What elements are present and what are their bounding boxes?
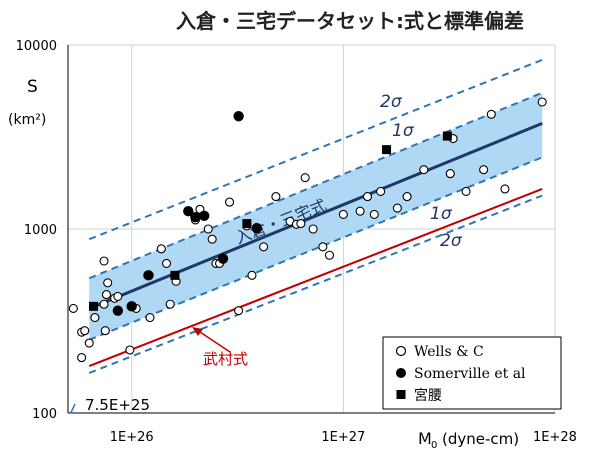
y-tick-label-1: 1000 [24,223,57,238]
x-axis-label-subscript: 0 [431,440,437,450]
series-0-point-27 [234,306,244,316]
legend-label-somerville: Somerville et al [414,366,526,382]
takemura-arrow-head [192,327,203,336]
series-0-point-50 [479,165,489,175]
series-0-point-43 [376,186,386,196]
series-0-point-16 [156,244,166,254]
series-0-point-29 [247,270,257,280]
series-0-point-35 [300,173,310,183]
y-axis-unit: (km²) [8,112,46,128]
series-0-point-18 [165,299,175,309]
series-0-point-38 [324,250,335,260]
legend-box [382,336,562,410]
legend: Wells & C Somerville et al 宮腰 [382,336,562,410]
annotation-label-minus2: 2σ [440,231,463,251]
series-1-point-5 [198,210,210,221]
series-0-point-11 [100,326,110,336]
y-tick-label-2: 10000 [16,39,57,54]
series-0-point-46 [419,165,429,175]
legend-label-miyakoshi: 宮腰 [414,388,442,404]
line-minus_2sigma [88,194,543,374]
series-0-point-17 [161,258,172,268]
annotation-label-minus1: 1σ [430,204,453,224]
series-0-point-42 [369,209,379,219]
line-plus_1sigma [88,91,543,280]
annotation-label-takemura: 武村式 [203,350,248,368]
x-axis-label: M 0 (dyne-cm) [418,429,519,450]
chart-title: 入倉・三宅データセット:式と標準偏差 [176,9,524,33]
takemura-arrow-line [196,329,231,353]
series-0-point-48 [461,186,471,196]
series-0-point-8 [103,278,113,288]
x-axis-label-unit: (dyne-cm) [442,430,519,448]
series-0-point-44 [392,203,402,213]
series-2-point-3 [382,145,392,155]
series-1-point-3 [183,205,194,217]
line-minus_1sigma [88,156,543,341]
series-0-point-3 [84,338,94,348]
line-ref_line [70,403,76,414]
x-tick-label-2: 1E+28 [533,430,577,445]
series-0-point-2 [80,326,90,336]
series-1-point-6 [217,253,229,264]
series-0-point-39 [338,209,348,219]
x-tick-label-0: 1E+26 [110,430,154,445]
annotation-label-ref: 7.5E+25 [85,396,150,414]
series-0-point-6 [99,299,109,309]
series-0-point-51 [486,109,496,119]
y-axis-label: S [27,77,38,97]
series-2-point-0 [89,301,99,311]
series-0-point-26 [225,197,235,207]
series-1-point-2 [143,270,154,281]
series-2-point-1 [170,270,180,280]
series-0-point-12 [125,345,135,355]
line-irikura [88,121,543,310]
line-takemura [88,188,543,367]
series-2-point-4 [442,131,452,141]
series-0-point-53 [537,97,547,107]
x-tick-label-1: 1E+27 [321,430,365,445]
series-0-point-52 [500,184,510,194]
series-0-point-37 [318,242,328,252]
series-1-point-8 [251,223,263,234]
series-0-point-36 [308,224,318,234]
series-0-point-22 [203,224,213,234]
line-plus_2sigma [88,58,543,241]
series-0-point-45 [402,192,412,202]
series-2-point-2 [242,219,252,229]
legend-label-wells: Wells & C [414,344,484,360]
x-axis-label-main: M [418,429,432,448]
series-0-point-7 [101,290,112,300]
series-1-point-0 [112,305,124,316]
series-0-point-13 [113,291,123,301]
series-0-point-5 [90,313,100,323]
series-0-point-40 [355,206,365,216]
annotation-label-plus1: 1σ [392,121,415,141]
series-0-point-0 [68,303,78,314]
series-1-point-4 [190,211,201,223]
series-0-point-30 [259,242,269,252]
annotation-label-plus2: 2σ [380,92,403,112]
legend-marker-somerville [396,368,406,378]
series-0-point-41 [362,192,373,202]
legend-marker-wells [395,345,407,357]
y-tick-label-0: 100 [32,407,57,422]
legend-marker-miyakoshi [396,390,406,399]
series-0-point-34 [296,219,306,229]
series-1-point-1 [126,301,137,312]
series-0-point-15 [145,313,155,323]
series-1-point-7 [233,111,244,122]
series-0-point-9 [99,256,109,266]
series-0-point-23 [207,234,217,244]
series-0-point-4 [77,353,87,363]
series-0-point-49 [445,169,455,179]
series-0-point-31 [271,192,281,202]
